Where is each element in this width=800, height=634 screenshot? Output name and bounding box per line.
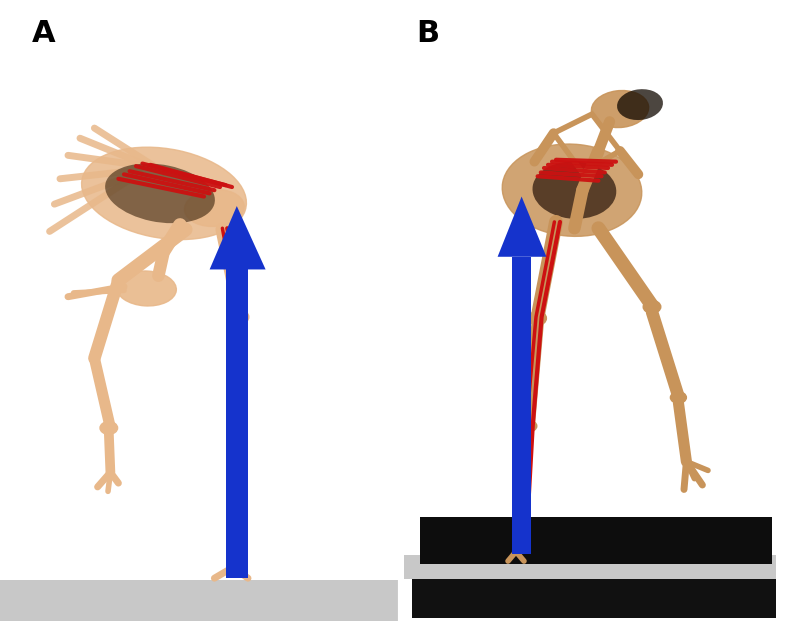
Ellipse shape	[100, 422, 118, 434]
Ellipse shape	[185, 190, 244, 226]
Polygon shape	[210, 206, 266, 269]
Ellipse shape	[643, 301, 661, 313]
Text: A: A	[32, 19, 56, 48]
Ellipse shape	[502, 144, 642, 236]
Ellipse shape	[521, 420, 537, 432]
Bar	[512, 257, 531, 554]
Bar	[420, 517, 772, 564]
Ellipse shape	[617, 89, 663, 120]
Bar	[226, 269, 248, 578]
Bar	[404, 555, 776, 579]
Polygon shape	[498, 197, 546, 257]
Ellipse shape	[591, 91, 649, 127]
Bar	[0, 580, 400, 621]
Ellipse shape	[529, 311, 546, 325]
Ellipse shape	[228, 420, 244, 432]
Ellipse shape	[533, 162, 616, 219]
Ellipse shape	[231, 310, 249, 324]
Ellipse shape	[117, 271, 176, 306]
Bar	[412, 564, 776, 618]
Ellipse shape	[670, 392, 686, 403]
Ellipse shape	[105, 164, 215, 223]
Text: B: B	[416, 19, 439, 48]
Ellipse shape	[82, 147, 246, 240]
